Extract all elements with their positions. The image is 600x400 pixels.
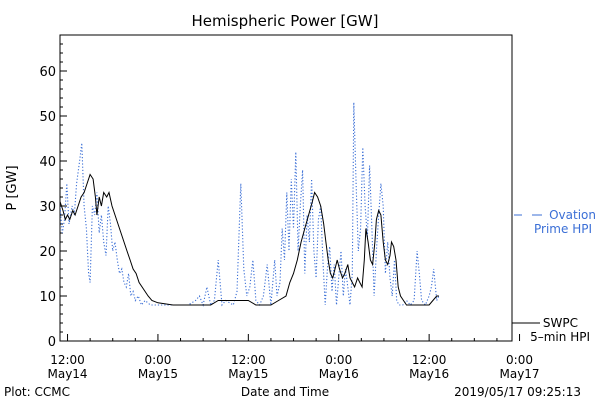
x-tick-label-time: 12:00 bbox=[50, 353, 85, 367]
legend-label-swpc-line2: 5–min HPI bbox=[530, 330, 590, 344]
x-tick-label-time: 12:00 bbox=[231, 353, 266, 367]
x-tick-label-time: 12:00 bbox=[412, 353, 447, 367]
series-layer bbox=[60, 102, 440, 307]
x-tick-label-time: 0:00 bbox=[144, 353, 171, 367]
x-tick-label-date: May14 bbox=[47, 367, 87, 381]
legend-label-ovation-line2: Prime HPI bbox=[534, 222, 592, 236]
y-tick-label: 0 bbox=[48, 335, 56, 350]
x-tick-label-date: May16 bbox=[319, 367, 359, 381]
y-tick-label: 10 bbox=[39, 290, 56, 305]
x-tick-label-time: 0:00 bbox=[506, 353, 533, 367]
series-line-swpc bbox=[60, 173, 439, 306]
y-tick-label: 50 bbox=[39, 110, 56, 125]
footer-plot-credit: Plot: CCMC bbox=[4, 385, 70, 399]
x-tick-label-date: May15 bbox=[138, 367, 178, 381]
y-axis: 0 10 20 30 40 50 60 bbox=[39, 43, 67, 350]
x-tick-label-time: 0:00 bbox=[325, 353, 352, 367]
x-tick-label-date: May16 bbox=[409, 367, 449, 381]
legend-label-ovation-line1: Ovation bbox=[549, 208, 596, 222]
series-line-ovation bbox=[60, 102, 440, 307]
y-tick-label: 30 bbox=[39, 200, 56, 215]
x-axis-label: Date and Time bbox=[241, 385, 329, 399]
chart-title: Hemispheric Power [GW] bbox=[192, 12, 379, 30]
legend-label-swpc-line1: SWPC bbox=[543, 316, 578, 330]
y-tick-label: 20 bbox=[39, 245, 56, 260]
x-tick-label-date: May17 bbox=[499, 367, 539, 381]
legend-swpc: SWPC 5–min HPI bbox=[512, 316, 590, 344]
legend-ovation: Ovation Prime HPI bbox=[514, 208, 596, 236]
footer-timestamp: 2019/05/17 09:25:13 bbox=[454, 385, 581, 399]
x-tick-label-date: May15 bbox=[228, 367, 268, 381]
y-tick-label: 40 bbox=[39, 155, 56, 170]
y-tick-label: 60 bbox=[39, 65, 56, 80]
x-axis: 12:00May140:00May1512:00May150:00May1612… bbox=[47, 334, 540, 381]
y-axis-label: P [GW] bbox=[5, 165, 20, 210]
